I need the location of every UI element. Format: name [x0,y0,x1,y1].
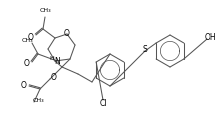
Text: Cl: Cl [99,99,107,108]
Text: O: O [64,29,70,38]
Text: O: O [24,59,30,68]
Text: N: N [54,57,60,66]
Text: O: O [28,32,34,41]
Text: CH₃: CH₃ [21,37,33,42]
Text: O: O [51,73,57,82]
Text: H: H [50,56,54,61]
Text: O: O [21,81,27,90]
Text: S: S [143,44,147,53]
Text: OH: OH [204,33,216,42]
Text: CH₃: CH₃ [39,8,51,13]
Text: CH₃: CH₃ [32,98,44,103]
